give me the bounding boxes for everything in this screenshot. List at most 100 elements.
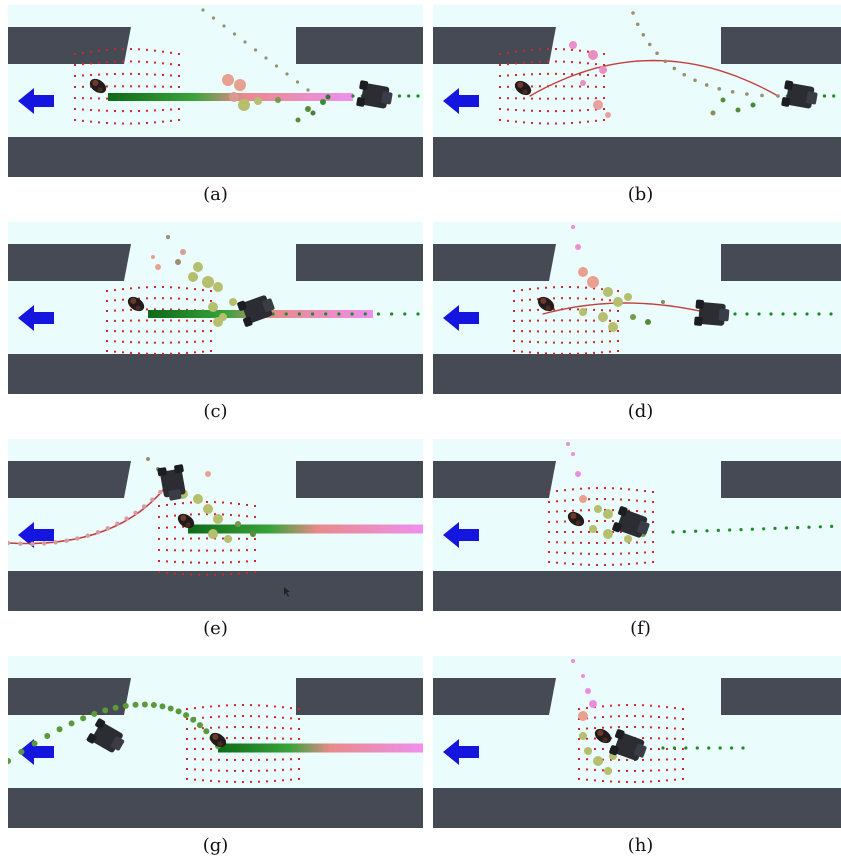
trail-dot: [75, 536, 80, 541]
grid-dot: [577, 341, 579, 344]
grid-dot: [569, 297, 571, 300]
grid-dot: [650, 726, 652, 729]
grid-dot: [202, 727, 204, 730]
trail-dot: [211, 16, 216, 20]
grid-dot: [610, 758, 612, 761]
trail-dot: [175, 259, 181, 265]
grid-dot: [154, 297, 156, 300]
grid-dot: [547, 97, 549, 100]
trail-dot: [589, 525, 597, 533]
grid-dot: [523, 61, 525, 64]
grid-dot: [587, 62, 589, 65]
grid-dot: [601, 288, 603, 291]
grid-dot: [593, 319, 595, 322]
grid-dot: [246, 549, 248, 552]
grid-dot: [652, 561, 654, 563]
robot-wheel: [356, 97, 366, 107]
grid-dot: [210, 340, 212, 342]
trail-dot: [141, 701, 148, 708]
grid-dot: [610, 780, 612, 783]
grid-dot: [186, 768, 188, 770]
wall-top-right: [296, 678, 423, 715]
trail-dot: [85, 533, 91, 538]
grid-dot: [238, 572, 240, 575]
grid-dot: [170, 51, 172, 54]
robot-wheel: [86, 733, 97, 744]
grid-dot: [580, 487, 582, 490]
trail-dot: [203, 728, 210, 735]
grid-dot: [154, 109, 156, 112]
goal-arrow-icon: [443, 739, 479, 765]
trail-dot: [613, 297, 623, 307]
grid-dot: [586, 768, 588, 771]
grid-dot: [577, 297, 579, 300]
grid-dot: [158, 538, 160, 540]
trail-dot: [203, 504, 213, 514]
trail-dot: [224, 535, 232, 543]
grid-dot: [146, 48, 148, 51]
grid-dot: [154, 85, 156, 88]
grid-dot: [594, 779, 596, 782]
grid-dot: [242, 770, 244, 772]
grid-dot: [298, 708, 300, 710]
grid-dot: [146, 319, 148, 322]
grid-dot: [539, 122, 541, 125]
grid-dot: [507, 85, 509, 88]
goal-arrow-icon: [18, 739, 54, 765]
grid-dot: [537, 298, 539, 301]
trail-dot: [757, 312, 761, 316]
grid-dot: [682, 758, 684, 760]
trail-dot: [167, 705, 174, 712]
grid-dot: [578, 758, 580, 760]
grid-dot: [674, 727, 676, 730]
grid-dot: [186, 298, 188, 301]
grid-dot: [579, 85, 581, 88]
grid-dot: [138, 286, 140, 289]
wall-bottom: [8, 571, 423, 611]
grid-dot: [282, 706, 284, 709]
grid-dot: [547, 60, 549, 63]
grid-dot: [580, 563, 582, 566]
robot-head: [262, 298, 275, 313]
grid-dot: [674, 768, 676, 771]
grid-dot: [604, 498, 606, 501]
grid-dot: [604, 520, 606, 523]
wall-top-left: [8, 461, 131, 498]
grid-dot: [154, 308, 156, 311]
grid-dot: [602, 769, 604, 772]
grid-dot: [146, 73, 148, 76]
predicted-trajectory: [542, 302, 714, 315]
future-path-dots: [671, 524, 834, 534]
grid-dot: [556, 510, 558, 513]
trail-dot: [31, 740, 38, 747]
robot-icon: [612, 506, 650, 538]
grid-dot: [521, 340, 523, 343]
grid-dot: [218, 769, 220, 772]
panel-e: [8, 439, 423, 611]
grid-dot: [572, 552, 574, 555]
grid-dot: [234, 769, 236, 772]
trail-dot: [793, 312, 797, 316]
grid-dot: [166, 526, 168, 529]
trail-dot: [645, 319, 651, 325]
grid-dot: [170, 341, 172, 344]
grid-dot: [174, 514, 176, 517]
grid-dot: [138, 110, 140, 113]
grid-dot: [178, 286, 180, 289]
trail-dot: [745, 312, 749, 316]
grid-dot: [170, 297, 172, 300]
grid-dot: [612, 498, 614, 501]
grid-dot: [114, 60, 116, 63]
trail-dot: [416, 312, 420, 316]
grid-dot: [166, 503, 168, 506]
trail-dot: [641, 32, 646, 37]
grid-dot: [601, 330, 603, 333]
grid-dot: [666, 737, 668, 740]
wall-bottom: [433, 788, 841, 828]
grid-dot: [553, 308, 555, 311]
grid-dot: [644, 561, 646, 564]
grid-dot: [266, 704, 268, 707]
grid-dot: [564, 551, 566, 554]
grid-dot: [154, 121, 156, 124]
grid-dot: [282, 768, 284, 771]
